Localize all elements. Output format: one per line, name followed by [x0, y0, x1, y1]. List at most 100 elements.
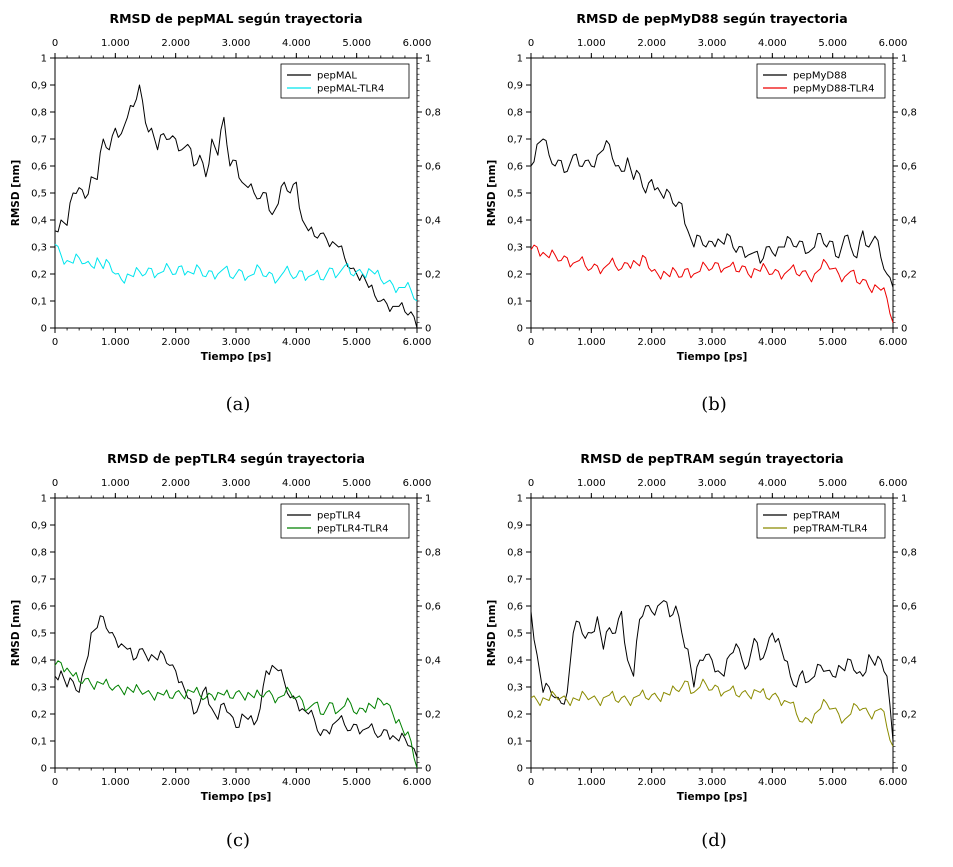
y-tick-label-right: 0,6	[901, 162, 917, 173]
legend-box	[280, 63, 410, 99]
y-tick-label-right: 0,2	[425, 270, 441, 281]
y-tick-label: 0	[41, 764, 47, 775]
plot-frame	[54, 57, 418, 329]
x-tick-label: 4.000	[758, 777, 787, 788]
chart-svg: RMSD de pepTRAM según trayectoria001.000…	[486, 451, 917, 803]
chart-panel-b: RMSD de pepMyD88 según trayectoria 0 0 1.00…	[476, 0, 952, 427]
x-tick-label-top: 2.000	[637, 38, 666, 49]
x-tick-label-top: 2.000	[161, 478, 190, 489]
y-tick-label: 0,3	[31, 683, 47, 694]
x-tick-label: 1.000	[101, 337, 130, 348]
chart-caption: (d)	[701, 830, 727, 851]
y-tick-label: 0,5	[507, 629, 523, 640]
y-tick-label-right: 0	[901, 324, 907, 335]
x-tick-label-top: 1.000	[101, 38, 130, 49]
x-tick-label: 4.000	[758, 337, 787, 348]
x-tick-label: 1.000	[577, 337, 606, 348]
y-tick-label: 0,5	[31, 629, 47, 640]
y-tick-label: 1	[41, 494, 47, 505]
legend-label: pepTLR4	[317, 511, 361, 522]
x-tick-label: 2.000	[161, 337, 190, 348]
x-tick-label: 6.000	[879, 777, 908, 788]
y-tick-label-right: 0,4	[901, 216, 917, 227]
y-tick-label-right: 0,8	[901, 548, 917, 559]
x-tick-label: 5.000	[818, 337, 847, 348]
y-axis-label: RMSD [nm]	[486, 600, 498, 666]
x-tick-label-top: 1.000	[577, 38, 606, 49]
y-tick-label: 0,3	[507, 243, 523, 254]
chart-svg: RMSD de pepTLR4 según trayectoria001.000…	[10, 451, 441, 803]
x-tick-label: 5.000	[342, 777, 371, 788]
y-tick-label: 0,2	[31, 710, 47, 721]
y-tick-label: 0,4	[507, 656, 523, 667]
x-tick-label: 4.000	[282, 337, 311, 348]
series-line-2	[54, 243, 418, 302]
series-line-2	[54, 660, 418, 769]
x-tick-label: 2.000	[161, 777, 190, 788]
y-tick-label-right: 0,6	[425, 162, 441, 173]
y-tick-label: 0,3	[507, 683, 523, 694]
chart-svg: RMSD de pepMAL según trayectoria001.0001…	[10, 11, 441, 363]
y-tick-label-right: 0,8	[425, 548, 441, 559]
y-tick-label-right: 0,6	[901, 602, 917, 613]
x-tick-label-top: 3.000	[698, 478, 727, 489]
y-tick-label: 0,6	[507, 162, 523, 173]
x-tick-label-top: 0	[52, 38, 58, 49]
x-tick-label: 3.000	[698, 337, 727, 348]
y-tick-label: 0,4	[31, 656, 47, 667]
x-axis-label: Tiempo [ps]	[677, 351, 748, 363]
legend-box	[280, 503, 410, 539]
x-tick-label: 3.000	[698, 777, 727, 788]
chart-svg: RMSD de pepMyD88 según trayectoria001.00…	[486, 11, 917, 363]
x-tick-label-top: 4.000	[758, 478, 787, 489]
plot-frame	[530, 497, 894, 769]
x-tick-label-top: 4.000	[758, 38, 787, 49]
series-line-2	[530, 244, 894, 323]
y-tick-label-right: 0,4	[425, 656, 441, 667]
chart-title: RMSD de pepMyD88 según trayectoria	[576, 11, 847, 26]
y-tick-label-right: 0	[425, 324, 431, 335]
chart-caption: (b)	[701, 394, 727, 415]
legend-box	[756, 63, 886, 99]
x-tick-label: 6.000	[879, 337, 908, 348]
y-tick-label: 0,8	[507, 548, 523, 559]
x-tick-label: 1.000	[101, 777, 130, 788]
x-tick-label-top: 5.000	[818, 38, 847, 49]
y-tick-label: 0,3	[31, 243, 47, 254]
x-tick-label: 6.000	[403, 337, 432, 348]
y-tick-label: 0,7	[507, 135, 523, 146]
x-axis-label: Tiempo [ps]	[201, 351, 272, 363]
x-tick-label-top: 6.000	[879, 38, 908, 49]
x-tick-label: 0	[528, 777, 534, 788]
legend-label: pepMyD88-TLR4	[793, 84, 875, 95]
y-tick-label-right: 0	[901, 764, 907, 775]
x-tick-label: 4.000	[282, 777, 311, 788]
x-tick-label-top: 4.000	[282, 478, 311, 489]
y-tick-label: 0,2	[507, 710, 523, 721]
series-line-2	[530, 678, 894, 747]
y-tick-label-right: 1	[901, 54, 907, 65]
x-tick-label-top: 3.000	[222, 38, 251, 49]
y-tick-label: 0,6	[31, 162, 47, 173]
y-tick-label: 0,8	[507, 108, 523, 119]
y-tick-label-right: 0,2	[901, 270, 917, 281]
x-tick-label-top: 2.000	[637, 478, 666, 489]
x-tick-label: 0	[52, 337, 58, 348]
x-tick-label-top: 0	[528, 478, 534, 489]
legend-label: pepMAL-TLR4	[317, 84, 384, 95]
x-tick-label-top: 6.000	[879, 478, 908, 489]
chart-panel-c: RMSD de pepTLR4 según trayectoria 0 0 1.000…	[0, 440, 476, 867]
y-tick-label: 0,9	[31, 81, 47, 92]
y-tick-label: 1	[41, 54, 47, 65]
legend-label: pepMyD88	[793, 71, 847, 82]
y-tick-label: 0,9	[507, 521, 523, 532]
y-tick-label: 0,1	[31, 737, 47, 748]
legend-label: pepTRAM	[793, 511, 840, 522]
x-tick-label-top: 5.000	[342, 478, 371, 489]
x-tick-label-top: 3.000	[222, 478, 251, 489]
x-tick-label: 2.000	[637, 337, 666, 348]
y-tick-label: 1	[517, 54, 523, 65]
x-tick-label-top: 6.000	[403, 478, 432, 489]
y-tick-label-right: 1	[901, 494, 907, 505]
y-tick-label: 0,8	[31, 548, 47, 559]
